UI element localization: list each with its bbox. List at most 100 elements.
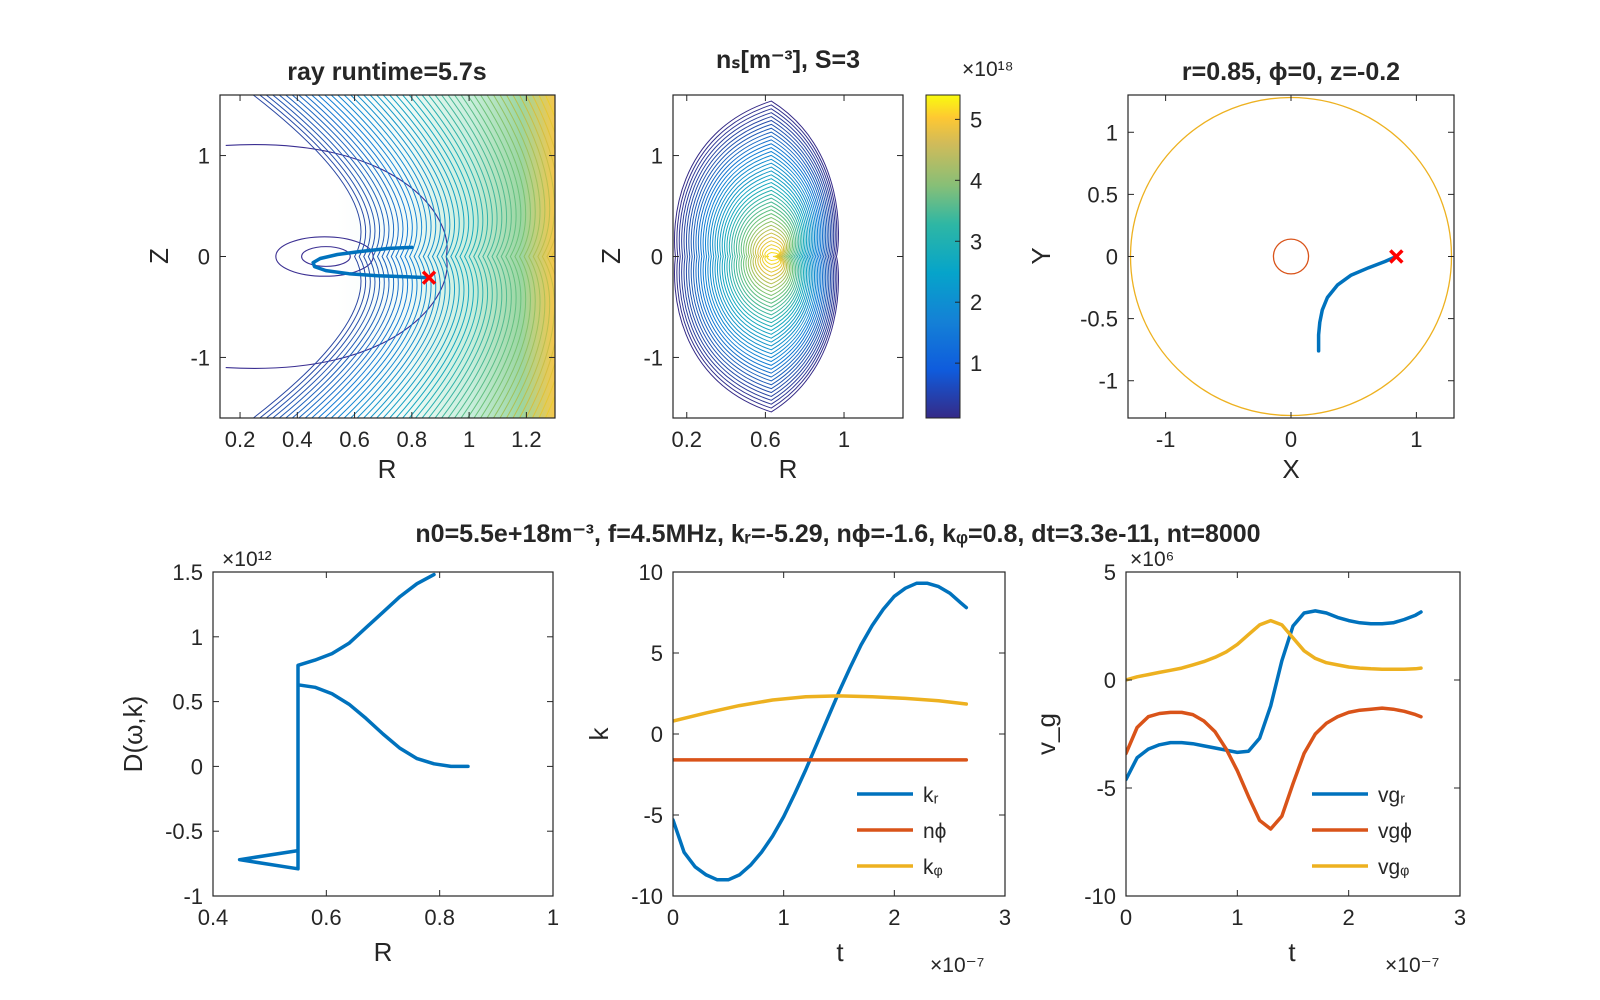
y-tick-label: 1 xyxy=(198,144,210,169)
density-contour xyxy=(702,147,820,366)
field-line-contour xyxy=(356,95,437,418)
field-line-contour xyxy=(518,95,555,418)
field-line-contour xyxy=(434,95,493,418)
field-line-contour xyxy=(473,95,522,418)
x-tick-label: 2 xyxy=(1343,905,1355,930)
ray-end-marker xyxy=(1389,249,1404,264)
wavevector-series xyxy=(673,581,969,882)
field-line-contour xyxy=(460,95,512,418)
density-contours xyxy=(674,100,839,413)
y-exponent: ×10⁶ xyxy=(1130,548,1174,571)
x-tick-label: 1 xyxy=(547,905,559,930)
density-contour xyxy=(716,170,811,343)
x-axis-label: t xyxy=(836,937,844,967)
field-line-contour xyxy=(505,95,546,418)
x-tick-label: 1 xyxy=(838,427,850,452)
x-tick-label: 0.2 xyxy=(225,427,256,452)
y-tick-label: 0 xyxy=(198,245,210,270)
colorbar xyxy=(925,94,961,419)
axes-frame xyxy=(212,571,554,897)
plot-background xyxy=(1126,572,1460,896)
colorbar-tick-label: 2 xyxy=(970,290,982,315)
x-axis-label: t xyxy=(1288,937,1296,967)
ray-trajectory-contour-panel: ray runtime=5.7s 0.2 0.4 0.6 0.8 1 1.2-101 R … xyxy=(144,58,556,484)
field-line-contour xyxy=(271,95,376,418)
series-line xyxy=(237,572,470,871)
field-line-contour xyxy=(349,95,432,418)
y-tick-label: -1 xyxy=(183,884,203,909)
x-tick-label: 1 xyxy=(1231,905,1243,930)
y-tick-label: -10 xyxy=(1084,884,1116,909)
density-contour-panel: nₛ[m⁻³], S=3 0.2 0.6 1 -1 0 1 R Z 1 2 3 4 5 ×10¹⁸ xyxy=(596,46,1013,484)
y-exponent: ×10¹² xyxy=(222,548,272,571)
marker-stroke xyxy=(421,270,437,285)
density-contour xyxy=(714,166,812,347)
axes: -1 0 1 -1 -0.5 0 0.5 1 xyxy=(1080,94,1455,452)
density-contour xyxy=(747,220,791,293)
x-tick-label: 1 xyxy=(1410,427,1422,452)
legend-label: kᵩ xyxy=(923,856,943,879)
field-line-contour xyxy=(453,95,508,418)
density-contour xyxy=(759,240,783,273)
ray-path xyxy=(311,245,431,280)
x-tick-label: 0.4 xyxy=(282,427,313,452)
y-tick-label: 5 xyxy=(651,641,663,666)
axes: 0.2 0.6 1 -1 0 1 xyxy=(643,94,904,452)
density-contour xyxy=(721,178,808,335)
field-line-contour xyxy=(258,95,367,418)
field-line-contour xyxy=(421,95,484,418)
y-axis-label: D(ω,k) xyxy=(118,696,148,773)
dispersion-series xyxy=(237,572,470,871)
axes: 0 1 2 3 -10 -5 0 5 xyxy=(1084,560,1466,930)
density-contour xyxy=(762,244,782,269)
density-contour xyxy=(690,127,828,386)
density-contour xyxy=(676,104,838,409)
x-tick-label: 0.6 xyxy=(311,905,342,930)
y-tick-label: 5 xyxy=(1104,560,1116,585)
density-contour xyxy=(678,108,836,405)
x-tick-label: 3 xyxy=(999,905,1011,930)
density-contour xyxy=(705,150,819,363)
y-tick-label: -0.5 xyxy=(165,819,203,844)
series-line xyxy=(1126,706,1423,831)
colorbar-tick-label: 3 xyxy=(970,229,982,254)
density-contour xyxy=(683,116,833,397)
density-contour xyxy=(754,232,786,281)
y-tick-label: 1.5 xyxy=(172,560,203,585)
density-contour xyxy=(752,228,787,285)
field-line-contour xyxy=(382,95,455,418)
density-contour xyxy=(697,139,823,374)
density-contour xyxy=(733,197,800,316)
series-line xyxy=(673,694,969,723)
density-contour xyxy=(750,224,789,289)
ray-path xyxy=(1316,254,1399,353)
density-contour xyxy=(757,236,785,277)
x-tick-label: 0.6 xyxy=(750,427,781,452)
density-contour xyxy=(674,100,839,413)
panel-title: r=0.85, ϕ=0, z=-0.2 xyxy=(1182,58,1400,86)
panel-title: ray runtime=5.7s xyxy=(287,58,486,86)
field-line-contour xyxy=(278,95,381,418)
x-tick-label: 0.6 xyxy=(339,427,370,452)
legend-label: vgᵣ xyxy=(1378,784,1405,807)
field-line-contour xyxy=(388,95,460,418)
field-line-contour xyxy=(375,95,451,418)
field-line-contour xyxy=(440,95,498,418)
x-tick-label: 1 xyxy=(463,427,475,452)
y-tick-label: -10 xyxy=(631,884,663,909)
y-tick-label: 0 xyxy=(651,245,663,270)
density-contour xyxy=(726,185,804,328)
field-line-contour xyxy=(414,95,479,418)
y-tick-label: 10 xyxy=(639,560,663,585)
density-contour xyxy=(685,119,831,394)
y-tick-label: -1 xyxy=(190,345,210,370)
field-line-contour xyxy=(486,95,531,418)
density-contour xyxy=(681,112,835,401)
y-axis-label: Z xyxy=(596,248,626,264)
field-line-contour xyxy=(323,95,413,418)
field-line-contour xyxy=(447,95,503,418)
field-line-contour xyxy=(466,95,517,418)
field-line-contour xyxy=(479,95,527,418)
x-tick-label: 0 xyxy=(667,905,679,930)
legend: vgᵣ vgϕ vgᵩ xyxy=(1312,784,1412,879)
